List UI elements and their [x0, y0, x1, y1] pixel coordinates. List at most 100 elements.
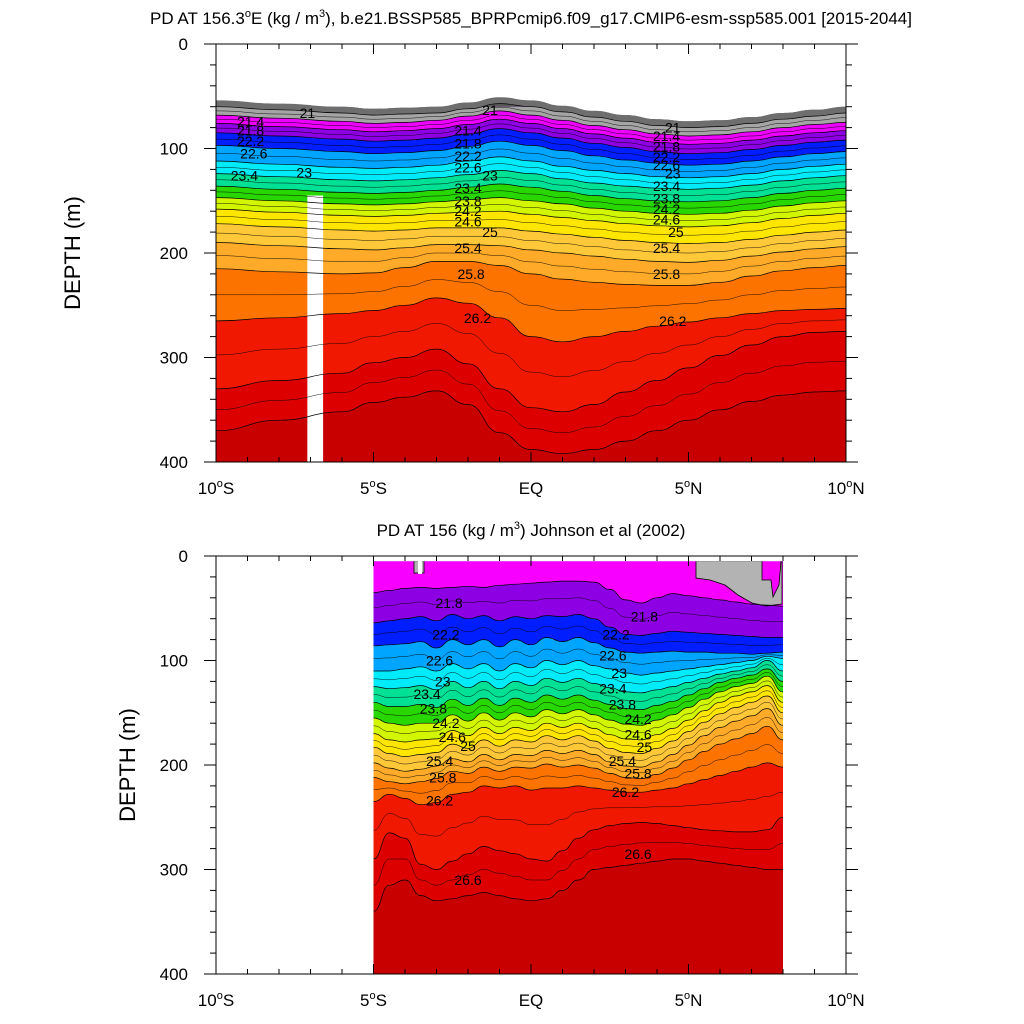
contour-line [373, 816, 784, 870]
contour-label: 23 [482, 168, 498, 184]
contour-label: 23.8 [420, 701, 447, 717]
contour-label: 24.2 [454, 203, 481, 219]
no-data-region [216, 556, 374, 974]
contour-label: 24.6 [624, 727, 651, 743]
contour-line [216, 232, 846, 254]
y-tick-label: 300 [160, 349, 188, 368]
contour-line [216, 203, 846, 221]
contour-label: 22.6 [240, 146, 267, 162]
panel-model-x-axis: 10oS 5oS EQ 5oN 10oN [198, 44, 865, 498]
contour-label: 23.4 [653, 178, 680, 194]
contour-line [216, 261, 846, 286]
contour-label: 23.4 [413, 686, 440, 702]
contour-label: 25.4 [653, 240, 680, 256]
contour-line [373, 672, 784, 718]
contour-label: 23.8 [454, 193, 481, 209]
contour-line [373, 660, 784, 694]
panel-obs-contour-lines [216, 556, 846, 974]
contour-line [216, 319, 846, 378]
contour-label: 24.6 [439, 729, 466, 745]
contour-line [373, 702, 784, 765]
contour-label: 25.8 [429, 770, 456, 786]
obs-surface-white-notch [418, 561, 422, 574]
panel-model-contour-lines [216, 103, 846, 454]
x-tick-label: 5oS [360, 478, 387, 498]
contour-line [216, 331, 846, 413]
contour-label: 25.4 [609, 753, 636, 769]
contour-label: 24.6 [653, 212, 680, 228]
contour-label: 24.6 [454, 214, 481, 230]
contour-label: 22.2 [454, 148, 481, 164]
missing-data-column [307, 195, 324, 462]
contour-label: 23.8 [653, 191, 680, 207]
x-tick-label: 5oN [675, 990, 703, 1010]
contour-line [216, 190, 846, 209]
no-data-region [783, 556, 846, 974]
contour-line [373, 680, 784, 734]
contour-label: 21.4 [653, 128, 680, 144]
contour-label: 21.8 [454, 135, 481, 151]
contour-line [373, 744, 784, 794]
panel-obs: PD AT 156 (kg / m3) Johnson et al (2002)… [115, 520, 865, 1010]
contour-line [216, 216, 846, 236]
contour-line [373, 725, 784, 785]
contour-line [373, 842, 784, 886]
contour-line [373, 648, 784, 665]
contour-line [216, 118, 846, 145]
y-tick-label: 0 [179, 547, 188, 566]
density-band [216, 97, 846, 128]
contour-line [216, 106, 846, 133]
contour-line [216, 110, 846, 137]
contour-label: 22.2 [432, 626, 459, 642]
contour-label: 21 [300, 105, 316, 121]
x-tick-label: EQ [519, 991, 544, 1010]
contour-line [216, 242, 846, 263]
y-tick-label: 400 [160, 965, 188, 984]
contour-line [373, 637, 784, 655]
y-tick-label: 100 [160, 140, 188, 159]
contour-label: 26.2 [464, 310, 491, 326]
contour-line [216, 297, 846, 343]
panel-obs-y-axis: 0 100 200 300 400 [160, 547, 858, 984]
contour-label: 26.2 [612, 784, 639, 800]
x-tick-label: 10oN [827, 478, 864, 498]
contour-label: 22.6 [454, 159, 481, 175]
y-tick-label: 300 [160, 861, 188, 880]
panel-obs-x-axis: 10oS 5oS EQ 5oN 10oN [198, 556, 865, 1010]
contour-label: 26.2 [426, 793, 453, 809]
contour-label: 21.4 [454, 123, 481, 139]
contour-label: 23.4 [231, 168, 258, 184]
contour-label: 21.8 [435, 595, 462, 611]
contour-line [373, 668, 784, 710]
contour-line [216, 183, 846, 203]
x-tick-label: 5oS [360, 990, 387, 1010]
contour-label: 26.6 [454, 872, 481, 888]
contour-line [373, 685, 784, 743]
y-tick-label: 100 [160, 652, 188, 671]
contour-line [373, 708, 784, 772]
contour-label: 26.6 [624, 846, 651, 862]
contour-line [216, 128, 846, 155]
y-tick-label: 400 [160, 453, 188, 472]
contour-label: 23 [435, 673, 451, 689]
contour-line [216, 156, 846, 179]
contour-label: 21.8 [631, 609, 658, 625]
panel-obs-title: PD AT 156 (kg / m3) Johnson et al (2002) [377, 520, 686, 540]
panel-model-y-axis: 0 100 200 300 400 [160, 35, 858, 472]
surface-blank [216, 44, 846, 122]
contour-line [216, 360, 846, 433]
panel-model-missing-column [307, 195, 324, 462]
contour-label: 21 [482, 102, 498, 118]
contour-line [373, 690, 784, 750]
contour-line [373, 580, 784, 607]
contour-line [216, 197, 846, 215]
x-tick-label: 10oS [198, 478, 234, 498]
contour-line [216, 123, 846, 150]
contour-label: 25 [460, 738, 476, 754]
contour-label: 23.8 [609, 696, 636, 712]
contour-label: 21 [665, 120, 681, 136]
contour-line [373, 717, 784, 778]
contour-label: 22.2 [653, 149, 680, 165]
contour-label: 25.4 [426, 753, 453, 769]
